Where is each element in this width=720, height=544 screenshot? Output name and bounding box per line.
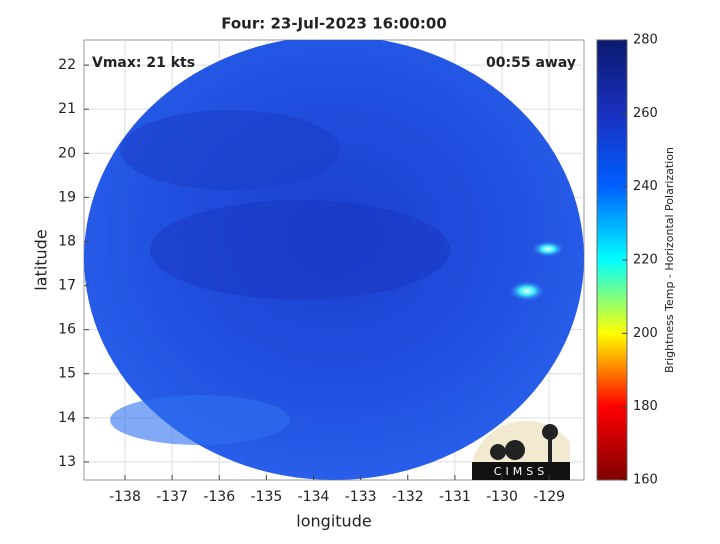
y-tick-label: 16 xyxy=(58,322,76,338)
annotation: 00:55 away xyxy=(486,55,576,71)
colorbar-tick-label: 160 xyxy=(633,473,658,488)
x-tick-label: -129 xyxy=(533,489,565,505)
y-tick-label: 13 xyxy=(58,454,76,470)
swath-feature xyxy=(150,200,450,300)
logo: CIMSS xyxy=(472,420,570,480)
colorbar-label: Brightness Temp - Horizontal Polarizatio… xyxy=(663,147,676,373)
y-tick-label: 19 xyxy=(58,189,76,205)
colorbar-tick-label: 260 xyxy=(633,106,658,121)
colorbar-tick-label: 180 xyxy=(633,399,658,414)
colorbar-tick-label: 200 xyxy=(633,326,658,341)
x-axis-label: longitude xyxy=(296,512,371,531)
y-tick-label: 15 xyxy=(58,366,76,382)
swath-feature xyxy=(110,395,290,445)
y-tick-label: 20 xyxy=(58,145,76,161)
colorbar-tick-label: 240 xyxy=(633,179,658,194)
x-tick-label: -133 xyxy=(345,489,377,505)
swath xyxy=(84,40,584,480)
x-tick-label: -131 xyxy=(439,489,471,505)
x-tick-label: -135 xyxy=(250,489,282,505)
logo-text: CIMSS xyxy=(494,465,548,478)
swath-feature xyxy=(120,110,340,190)
y-tick-label: 17 xyxy=(58,278,76,294)
warm-spot xyxy=(532,241,564,257)
chart-title: Four: 23-Jul-2023 16:00:00 xyxy=(221,15,447,33)
warm-spot xyxy=(509,281,545,301)
colorbar-tick-label: 280 xyxy=(633,33,658,48)
x-tick-label: -134 xyxy=(298,489,330,505)
y-axis-label: latitude xyxy=(32,229,51,290)
x-tick-label: -136 xyxy=(203,489,235,505)
y-tick-label: 14 xyxy=(58,410,76,426)
x-tick-label: -132 xyxy=(392,489,424,505)
y-tick-label: 22 xyxy=(58,57,76,73)
y-tick-label: 18 xyxy=(58,233,76,249)
y-tick-label: 21 xyxy=(58,101,76,117)
annotation: Vmax: 21 kts xyxy=(92,55,195,71)
x-tick-label: -130 xyxy=(486,489,518,505)
colorbar-tick-label: 220 xyxy=(633,253,658,268)
x-tick-label: -137 xyxy=(156,489,188,505)
x-tick-label: -138 xyxy=(109,489,141,505)
